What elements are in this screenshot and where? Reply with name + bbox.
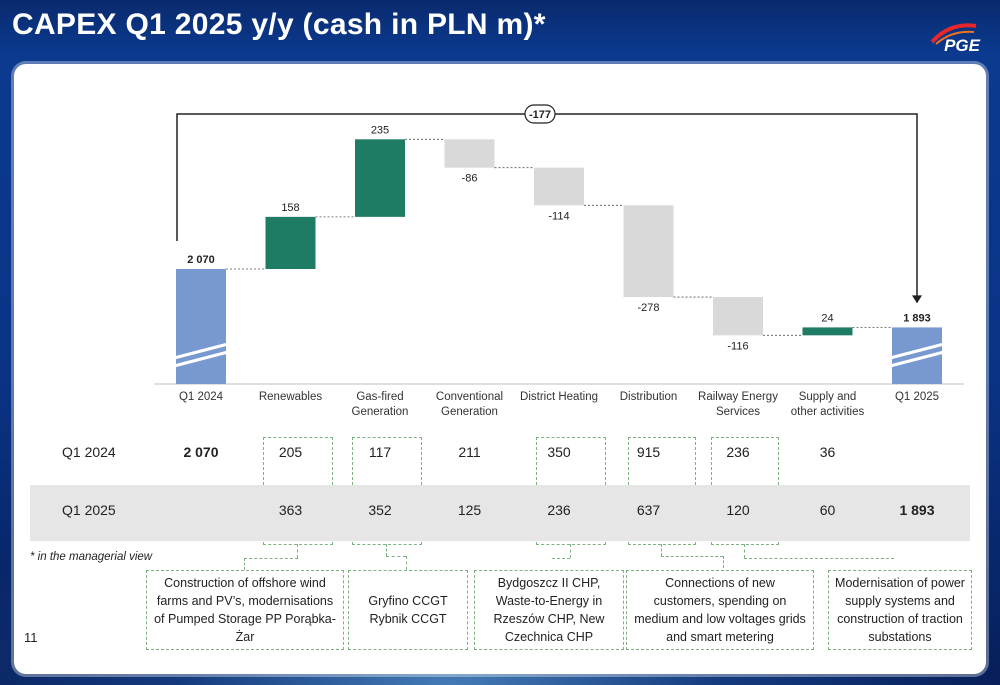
bar-label-6: -116 [727,340,748,352]
table-cell: 211 [458,444,481,460]
bar-label-1: 158 [281,202,299,214]
arrow-head-icon [912,295,922,304]
waterfall-chart: 2 070 158 235 -86 -114 -278 -116 24 1 893 -177 [154,104,964,385]
category-label: Distribution [619,391,678,403]
axis-break-mark [173,342,229,360]
table-cell: 352 [368,502,392,518]
bar-label-8: 1 893 [903,312,931,324]
bar-label-4: -114 [548,210,569,222]
bar-3 [444,139,495,168]
table-cell: 1 893 [899,502,935,518]
bar-label-3: -86 [462,173,478,185]
axis-break-mark [173,350,229,368]
comment-district-heating: Bydgoszcz II CHP, Waste-to-Energy in Rze… [474,570,624,650]
bar-label-2: 235 [371,124,389,136]
comment-renewables: Construction of offshore wind farms and … [146,570,344,650]
table-cell: 915 [636,444,661,460]
bar-2 [355,139,405,217]
total-change-badge [524,104,556,124]
connector [552,558,570,559]
bar-4 [534,167,584,206]
connector [723,556,724,568]
connector [406,556,407,570]
category-label: Conventional Generation [435,391,504,418]
table-cell: 117 [368,444,392,460]
page-number: 11 [24,630,38,645]
table-cell: 36 [819,444,836,460]
table-cell: 205 [278,444,303,460]
category-label: Renewables [258,391,323,403]
category-label: Railway Energy Services [698,391,778,418]
table-row-label: Q1 2024 [62,444,116,460]
category-label: Supply and other activities [790,391,865,418]
comment-distribution: Connections of new customers, spending o… [626,570,814,650]
category-label: District Heating [520,391,598,403]
table-cell: 350 [547,444,571,460]
slide-title: CAPEX Q1 2025 y/y (cash in PLN m)* [12,8,546,41]
bar-5 [623,205,674,298]
connector [744,544,745,558]
connector [661,556,723,557]
table-cell: 60 [819,502,836,518]
comment-railway: Modernisation of power supply systems an… [828,570,972,650]
table-cell: 637 [636,502,661,518]
table-cell: 120 [726,502,750,518]
connector [244,558,298,559]
table-cell: 2 070 [183,444,219,460]
content-panel: 2 070 158 235 -86 -114 -278 -116 24 1 893 -177 Q1… [14,64,986,674]
axis-break-mark [889,342,945,360]
bar-1 [265,216,316,269]
pge-logo: PGE [920,18,984,58]
bar-0 [176,269,226,384]
category-label: Q1 2024 [178,391,224,403]
bar-7 [802,327,853,336]
connector [244,558,245,570]
axis-break-mark [889,350,945,368]
category-label: Gas-fired Generation [351,391,409,418]
logo-text: PGE [944,36,980,55]
table-cell: 363 [278,502,303,518]
bar-label-7: 24 [821,312,833,324]
connector [570,544,571,558]
category-label: Q1 2025 [894,391,940,403]
table-row-label: Q1 2025 [62,502,116,518]
connector [744,558,894,559]
q1-2025-row-band [30,485,970,541]
table-cell: 236 [547,502,571,518]
connector [386,544,387,556]
bar-6 [713,297,763,336]
logo-arc-icon [930,23,977,45]
bar-label-5: -278 [637,302,659,314]
connector [297,544,298,558]
comment-gas-fired: Gryfino CCGT Rybnik CCGT [348,570,468,650]
bar-label-0: 2 070 [187,254,215,266]
table-cell: 125 [457,502,482,518]
total-change-label: -177 [529,109,551,121]
table-cell: 236 [726,444,750,460]
connector [386,556,406,557]
connector [661,544,662,556]
footnote: * in the managerial view [30,551,153,563]
